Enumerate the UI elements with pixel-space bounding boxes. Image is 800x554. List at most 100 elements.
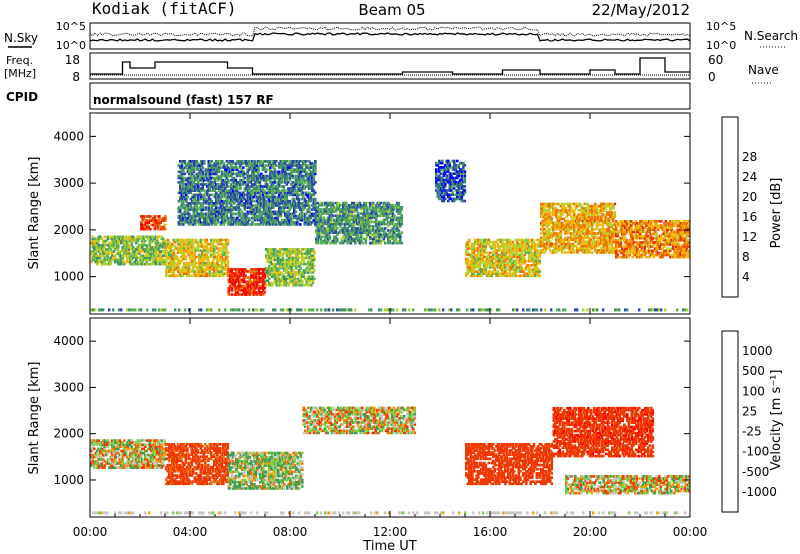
cell [505, 238, 509, 242]
cell [379, 212, 383, 215]
cell [296, 258, 300, 262]
cell [273, 176, 277, 180]
cell [231, 185, 235, 188]
cell [237, 212, 241, 216]
cell [270, 189, 274, 192]
cell [233, 284, 237, 288]
cell [258, 206, 262, 209]
cell [351, 227, 354, 230]
cell [141, 219, 145, 222]
cell [255, 166, 259, 169]
cell [197, 176, 200, 180]
cell [147, 248, 150, 251]
cell [299, 216, 302, 220]
cell [534, 270, 537, 273]
cell [325, 201, 329, 205]
cell [293, 250, 297, 253]
cell [351, 218, 354, 222]
cell [302, 187, 305, 190]
cell [106, 248, 110, 251]
cell [180, 176, 184, 180]
cell [314, 199, 317, 203]
cell [197, 208, 200, 211]
cell [272, 212, 275, 216]
cell [168, 274, 171, 278]
cell [287, 262, 291, 266]
cell [306, 181, 310, 184]
cell [302, 252, 306, 255]
cell [541, 223, 545, 227]
cell [260, 291, 264, 294]
cell [114, 254, 117, 257]
cell [192, 255, 195, 259]
cell [528, 257, 531, 261]
cell [117, 235, 120, 239]
cell [203, 183, 206, 186]
cell [156, 223, 160, 227]
cell [269, 258, 273, 262]
cell [221, 187, 224, 190]
cell [156, 237, 159, 241]
cell [309, 170, 313, 174]
cell [279, 162, 283, 165]
cell [472, 266, 476, 269]
cell [197, 214, 200, 218]
cell [219, 206, 223, 209]
cell [303, 197, 307, 201]
cell [226, 266, 230, 269]
cell [248, 160, 251, 163]
cell [239, 268, 243, 271]
cell [333, 241, 336, 245]
cell [127, 252, 131, 255]
cell [378, 210, 381, 213]
cell [297, 187, 301, 190]
cell [290, 160, 293, 163]
cell [207, 166, 211, 169]
cell [242, 162, 245, 165]
cell [199, 255, 203, 259]
cell [549, 249, 552, 252]
cell [508, 270, 512, 273]
cell [233, 216, 236, 220]
cell [393, 231, 396, 234]
cell [309, 195, 313, 199]
cell [221, 210, 224, 214]
cell [385, 206, 389, 209]
cell [197, 202, 200, 205]
cell [222, 266, 225, 269]
cell [477, 257, 480, 261]
cell [239, 272, 243, 275]
cell [236, 289, 240, 292]
cell [224, 174, 227, 178]
cell [250, 286, 253, 290]
cell [212, 202, 215, 205]
cell [254, 160, 257, 163]
cell [235, 270, 238, 273]
cell [115, 246, 119, 249]
cell [175, 274, 179, 278]
cell [493, 245, 497, 248]
cell [300, 208, 304, 211]
cell [258, 174, 262, 178]
cell [308, 267, 312, 270]
cell [229, 280, 232, 284]
cell [213, 162, 217, 165]
cell [508, 268, 512, 271]
cell [367, 201, 371, 205]
cell [152, 217, 155, 220]
cell [211, 249, 215, 252]
cell [103, 239, 107, 243]
cell [183, 197, 187, 201]
cell [195, 238, 198, 242]
cell [258, 204, 262, 207]
cell [531, 238, 534, 242]
cell [177, 181, 181, 184]
cell [399, 208, 402, 211]
cell [213, 274, 216, 278]
cell [311, 258, 315, 262]
cell [197, 162, 200, 165]
cell [216, 183, 220, 186]
cell [219, 174, 223, 178]
cell [246, 223, 250, 226]
cell [525, 266, 528, 269]
